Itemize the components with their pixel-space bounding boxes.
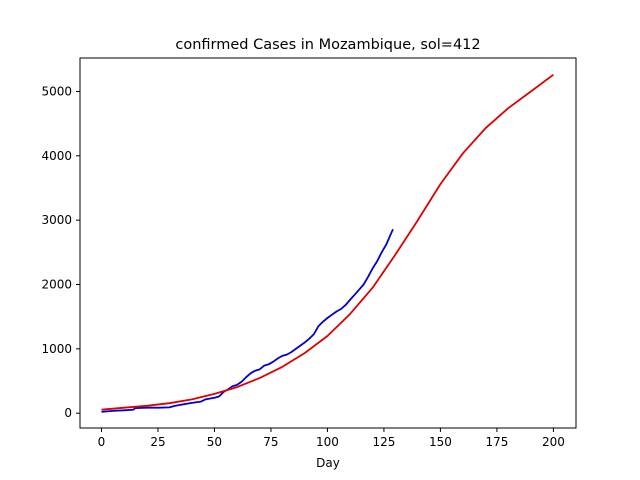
x-tick-label: 200 <box>542 435 565 449</box>
y-tick-label: 5000 <box>41 84 72 98</box>
series-line-0 <box>101 228 394 413</box>
y-tick-label: 4000 <box>41 149 72 163</box>
x-tick-label: 50 <box>207 435 222 449</box>
x-tick-label: 0 <box>98 435 106 449</box>
plot-frame <box>79 57 577 429</box>
x-tick-label: 175 <box>485 435 508 449</box>
series-layer <box>101 73 554 413</box>
y-tick-label: 2000 <box>41 278 72 292</box>
y-axis: 0 1000 2000 3000 4000 5000 <box>41 84 80 420</box>
y-tick-label: 1000 <box>41 342 72 356</box>
y-tick-label: 0 <box>64 406 72 420</box>
x-axis: 0 25 50 75 100 125 150 175 200 <box>98 428 565 449</box>
x-tick-label: 75 <box>263 435 278 449</box>
series-line-1 <box>101 73 554 411</box>
x-tick-label: 125 <box>372 435 395 449</box>
y-tick-label: 3000 <box>41 213 72 227</box>
x-tick-label: 100 <box>316 435 339 449</box>
chart-title: confirmed Cases in Mozambique, sol=412 <box>175 37 480 53</box>
x-tick-label: 150 <box>429 435 452 449</box>
x-axis-label: Day <box>316 456 340 470</box>
x-tick-label: 25 <box>150 435 165 449</box>
